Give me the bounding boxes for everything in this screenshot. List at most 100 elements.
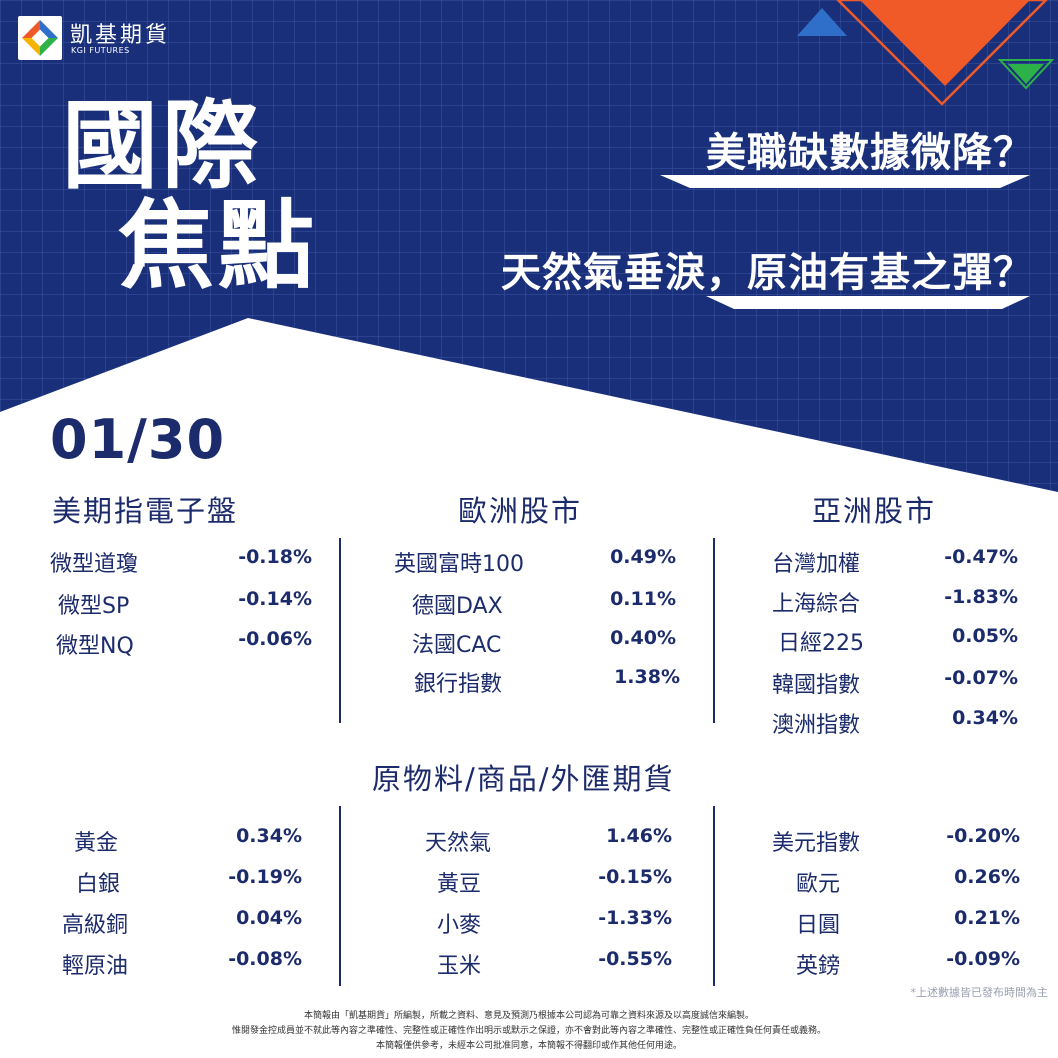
row-value: -0.18% <box>238 546 312 568</box>
title-line-2: 焦點 <box>118 190 318 302</box>
row-name: 法國CAC <box>412 633 502 658</box>
section-title-commodities: 原物料/商品/外匯期貨 <box>372 762 675 796</box>
table-row: 銀行指數 1.38% <box>394 666 680 698</box>
row-name: 小麥 <box>437 913 482 938</box>
table-row: 日經225 0.05% <box>772 625 1018 657</box>
row-name: 英鎊 <box>796 954 841 979</box>
table-row: 黃豆 -0.15% <box>437 866 672 898</box>
row-name: 白銀 <box>76 872 121 897</box>
table-row: 法國CAC 0.40% <box>394 627 676 659</box>
row-value: 0.34% <box>236 825 302 847</box>
headline-underline-2 <box>706 296 1030 309</box>
row-name: 歐元 <box>796 872 841 897</box>
orange-triangle <box>860 0 1030 86</box>
table-row: 美元指數 -0.20% <box>772 825 1020 857</box>
row-value: 0.40% <box>610 627 676 649</box>
green-triangle-fill <box>1008 64 1044 84</box>
row-name: 黃豆 <box>437 872 482 897</box>
row-value: 1.38% <box>614 666 680 688</box>
data-note: *上述數據皆已發布時間為主 <box>910 986 1049 999</box>
row-name: 德國DAX <box>412 594 503 619</box>
table-row: 英國富時100 0.49% <box>394 546 676 578</box>
divider-2 <box>713 538 715 723</box>
brand-subtitle: KGI FUTURES <box>71 46 130 55</box>
headline-2: 天然氣垂淚，原油有基之彈？ <box>501 250 1034 296</box>
table-row: 白銀 -0.19% <box>74 866 302 898</box>
row-value: 0.05% <box>952 625 1018 647</box>
row-value: -0.14% <box>238 588 312 610</box>
row-name: 天然氣 <box>425 831 492 856</box>
disclaimer-line-2: 惟閱發金控成員並不就此等內容之準確性、完整性或正確性作出明示或默示之保證，亦不會… <box>231 1026 826 1036</box>
table-row: 微型道瓊 -0.18% <box>50 546 312 578</box>
divider-4 <box>713 806 715 986</box>
row-name: 美元指數 <box>772 831 861 856</box>
grid-overlay <box>0 0 1058 492</box>
row-value: -0.06% <box>238 628 312 650</box>
row-name: 銀行指數 <box>414 672 503 697</box>
date-label: 01/30 <box>50 408 226 471</box>
row-name: 英國富時100 <box>394 552 524 577</box>
table-row: 德國DAX 0.11% <box>394 588 676 620</box>
section-title-asia: 亞洲股市 <box>812 494 937 528</box>
row-value: 0.11% <box>610 588 676 610</box>
table-row: 黃金 0.34% <box>74 825 302 857</box>
table-row: 微型NQ -0.06% <box>50 628 312 660</box>
row-value: 0.04% <box>236 907 302 929</box>
row-value: 0.34% <box>952 707 1018 729</box>
disclaimer-line-3: 本簡報僅供參考，未經本公司批准同意，本簡報不得翻印或作其他任何用途。 <box>375 1041 682 1051</box>
brand-logo-icon <box>22 20 58 56</box>
row-name: 輕原油 <box>62 954 129 979</box>
row-value: -0.09% <box>946 948 1020 970</box>
table-row: 高級銅 0.04% <box>62 907 302 939</box>
divider-1 <box>339 538 341 723</box>
row-value: 1.46% <box>606 825 672 847</box>
row-name: 澳洲指數 <box>772 713 861 738</box>
orange-triangle-outline <box>836 0 1048 106</box>
row-value: -0.20% <box>946 825 1020 847</box>
brand-logo <box>18 16 62 60</box>
row-name: 黃金 <box>74 831 119 856</box>
row-value: -1.83% <box>944 586 1018 608</box>
section-title-europe: 歐洲股市 <box>458 494 583 528</box>
table-row: 歐元 0.26% <box>796 866 1020 898</box>
table-row: 台灣加權 -0.47% <box>772 546 1018 578</box>
blue-triangle <box>797 8 847 36</box>
row-name: 上海綜合 <box>772 592 861 617</box>
row-name: 微型道瓊 <box>50 552 139 577</box>
headline-underline-1 <box>660 175 1030 188</box>
row-name: 高級銅 <box>62 913 129 938</box>
table-row: 微型SP -0.14% <box>50 588 312 620</box>
row-value: -0.47% <box>944 546 1018 568</box>
row-value: 0.21% <box>954 907 1020 929</box>
disclaimer-line-1: 本簡報由「凱基期貨」所編製，所載之資料、意見及預測乃根據本公司認為可靠之資料來源… <box>303 1011 754 1021</box>
row-value: -0.15% <box>598 866 672 888</box>
row-name: 玉米 <box>437 954 482 979</box>
table-row: 玉米 -0.55% <box>437 948 672 980</box>
row-value: 0.26% <box>954 866 1020 888</box>
row-name: 微型SP <box>58 594 130 619</box>
brand-name: 凱基期貨 <box>70 23 171 48</box>
table-row: 小麥 -1.33% <box>437 907 672 939</box>
green-triangle <box>997 59 1055 90</box>
row-value: -0.55% <box>598 948 672 970</box>
table-row: 輕原油 -0.08% <box>62 948 302 980</box>
row-name: 日圓 <box>796 913 841 938</box>
divider-3 <box>339 806 341 986</box>
title-line-1: 國際 <box>62 90 262 202</box>
row-name: 韓國指數 <box>772 673 861 698</box>
row-value: -0.08% <box>228 948 302 970</box>
section-title-us-futures: 美期指電子盤 <box>52 494 239 528</box>
row-value: -1.33% <box>598 907 672 929</box>
row-name: 微型NQ <box>56 634 134 659</box>
table-row: 日圓 0.21% <box>796 907 1020 939</box>
table-row: 上海綜合 -1.83% <box>772 586 1018 618</box>
table-row: 天然氣 1.46% <box>425 825 672 857</box>
row-value: -0.07% <box>944 667 1018 689</box>
row-value: -0.19% <box>228 866 302 888</box>
row-name: 日經225 <box>778 631 864 656</box>
row-value: 0.49% <box>610 546 676 568</box>
row-name: 台灣加權 <box>772 552 861 577</box>
table-row: 英鎊 -0.09% <box>796 948 1020 980</box>
